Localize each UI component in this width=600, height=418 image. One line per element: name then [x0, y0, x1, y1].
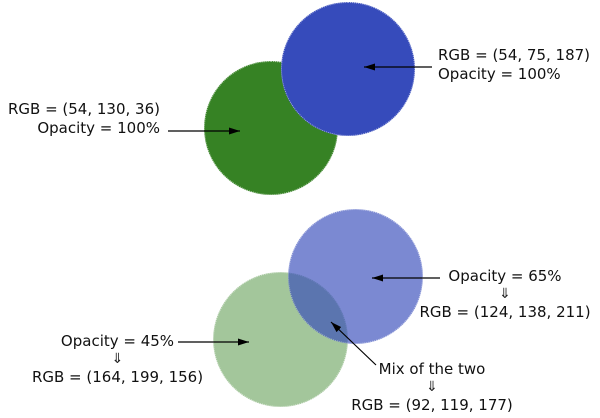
implies-down-arrow-icon: ⇓ — [426, 379, 438, 395]
implies-down-arrow-icon: ⇓ — [499, 286, 511, 302]
rgb-value-text: RGB = (92, 119, 177) — [351, 396, 513, 414]
opacity-value-text: Opacity = 100% — [438, 65, 561, 83]
opacity-value-text: Opacity = 65% — [448, 267, 562, 285]
mix-overlap-label: Mix of the two ⇓ RGB = (92, 119, 177) — [332, 360, 532, 415]
bottom-blue-circle-label: Opacity = 65% ⇓ RGB = (124, 138, 211) — [405, 267, 600, 322]
bottom-green-circle-label: Opacity = 45% ⇓ RGB = (164, 199, 156) — [17, 332, 218, 387]
opacity-value-text: Opacity = 100% — [37, 119, 160, 137]
rgb-value-text: RGB = (124, 138, 211) — [419, 303, 591, 321]
rgb-value-text: RGB = (54, 75, 187) — [438, 46, 591, 64]
mix-label-text: Mix of the two — [378, 360, 486, 378]
rgb-value-text: RGB = (54, 130, 36) — [7, 100, 160, 118]
rgb-value-text: RGB = (164, 199, 156) — [31, 368, 204, 386]
top-blue-circle-label: RGB = (54, 75, 187) Opacity = 100% — [438, 46, 590, 84]
top-green-circle-label: RGB = (54, 130, 36) Opacity = 100% — [8, 100, 160, 138]
top-blue-circle — [281, 2, 415, 136]
bottom-blue-circle-65pct — [288, 209, 423, 344]
opacity-value-text: Opacity = 45% — [60, 332, 175, 350]
implies-down-arrow-icon: ⇓ — [111, 351, 124, 367]
